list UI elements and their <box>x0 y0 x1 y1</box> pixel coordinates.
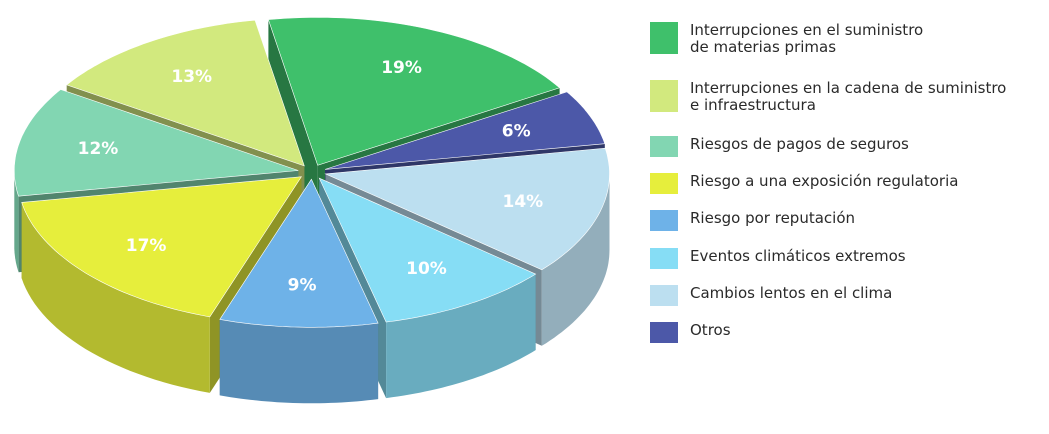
legend-swatch <box>650 210 678 231</box>
legend-item: Interrupciones en la cadena de suministr… <box>650 80 1006 114</box>
legend-item: Interrupciones en el suministro de mater… <box>650 22 923 56</box>
pie-chart: 19% 6% 14% 10% 9% 17% 12% 13% <box>14 16 610 404</box>
legend-swatch <box>650 136 678 157</box>
slice-top <box>267 16 561 166</box>
slice-rim <box>541 173 610 346</box>
legend-label: Riesgos de pagos de seguros <box>690 135 909 153</box>
pie-slice <box>219 178 379 404</box>
slice-label: 10% <box>406 259 447 279</box>
slice-rim <box>386 274 536 399</box>
slice-top <box>14 89 299 197</box>
slice-top <box>318 177 537 323</box>
legend-swatch <box>650 173 678 194</box>
legend-label: Riesgo por reputación <box>690 209 855 227</box>
slice-top <box>66 19 305 167</box>
legend-item: Riesgos de pagos de seguros <box>650 136 909 157</box>
legend-label: Interrupciones en el suministro de mater… <box>690 21 924 56</box>
slice-rim <box>14 170 19 273</box>
slice-label: 17% <box>126 236 167 256</box>
legend-item: Riesgo a una exposición regulatoria <box>650 173 958 194</box>
legend-label: Interrupciones en la cadena de suministr… <box>690 79 1007 114</box>
slice-label: 19% <box>381 58 422 78</box>
slice-top <box>21 176 302 318</box>
slice-top <box>219 178 379 328</box>
slice-label: 14% <box>502 192 543 212</box>
legend: Interrupciones en el suministro de mater… <box>650 0 1049 434</box>
slice-label: 13% <box>171 67 212 87</box>
legend-swatch <box>650 22 678 54</box>
legend-item: Cambios lentos en el clima <box>650 285 892 306</box>
legend-item: Eventos climáticos extremos <box>650 248 906 269</box>
slice-top <box>325 91 606 170</box>
legend-item: Otros <box>650 322 731 343</box>
slice-rim <box>219 319 379 404</box>
legend-label: Otros <box>690 321 731 339</box>
legend-swatch <box>650 248 678 269</box>
legend-label: Riesgo a una exposición regulatoria <box>690 172 959 190</box>
legend-label: Cambios lentos en el clima <box>690 284 893 302</box>
slice-top <box>324 147 610 271</box>
slice-label: 6% <box>502 122 531 142</box>
slice-radial-face <box>268 19 318 242</box>
slice-label: 12% <box>78 139 119 159</box>
legend-item: Riesgo por reputación <box>650 210 855 231</box>
legend-label: Eventos climáticos extremos <box>690 247 906 265</box>
slice-rim <box>21 202 210 393</box>
legend-swatch <box>650 80 678 112</box>
slice-label: 9% <box>288 276 317 296</box>
legend-swatch <box>650 285 678 306</box>
legend-swatch <box>650 322 678 343</box>
